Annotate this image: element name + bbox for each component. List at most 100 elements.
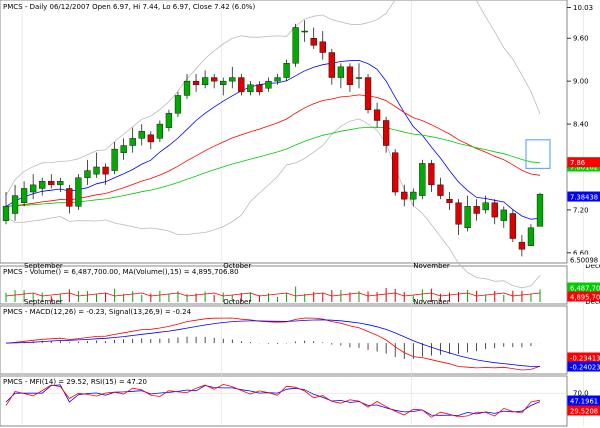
candle-body	[102, 166, 109, 175]
candle-body	[229, 77, 236, 82]
candle-body	[111, 148, 118, 171]
price-marker: 7.38438	[570, 194, 598, 202]
candle-body	[11, 195, 19, 214]
candle-body	[283, 63, 290, 78]
candle-body	[220, 80, 227, 85]
price-tick-label: 7.20	[573, 206, 589, 214]
price-tick-label: 9.00	[573, 78, 589, 86]
macd-label: PMCS - MACD(12,26) = -0.23, Signal(13,26…	[3, 308, 192, 316]
candle-body	[57, 181, 64, 186]
candle-body	[518, 241, 526, 250]
macd-marker-bg	[567, 361, 600, 372]
ma-red	[5, 94, 541, 207]
macd-panel	[0, 305, 568, 375]
price-title: PMCS - Daily 06/12/2007 Open 6.97, Hi 7.…	[3, 3, 255, 11]
candle-body	[156, 123, 164, 139]
candle-body	[410, 191, 417, 200]
month-label-volume: September	[24, 298, 63, 306]
volume-panel	[0, 265, 568, 305]
candle-body	[75, 177, 82, 207]
candle-body	[428, 163, 435, 186]
signal-line	[5, 319, 540, 367]
mfi-marker: 29.5208	[570, 408, 598, 416]
candle-body	[20, 188, 28, 203]
candle-body	[247, 84, 254, 93]
price-tick-label: 9.60	[573, 35, 589, 43]
candle-body	[138, 131, 145, 139]
mfi-marker-bg	[567, 405, 600, 416]
highlight-box	[525, 139, 551, 170]
candle-body	[301, 30, 308, 33]
candle-body	[48, 181, 55, 186]
price-marker-bg	[567, 254, 600, 265]
candle-body	[274, 77, 281, 82]
price-tick-label: 10.03	[573, 4, 593, 12]
price-panel	[0, 0, 568, 264]
price-tick-label: 8.40	[573, 121, 589, 129]
candle-body	[174, 95, 182, 114]
macd-marker: -0.23413	[570, 355, 600, 363]
candle-body	[328, 52, 335, 78]
month-label: September	[24, 262, 63, 270]
candle-body	[310, 37, 317, 46]
bollinger-lower	[5, 118, 541, 289]
volume-ma	[5, 292, 541, 297]
price-marker: 7.80162	[570, 163, 598, 171]
candle-body	[319, 41, 326, 53]
candle-body	[482, 202, 489, 211]
candle-body	[30, 184, 37, 193]
month-label: December	[585, 262, 600, 270]
candle-body	[2, 206, 10, 221]
candle-body	[292, 27, 299, 64]
volume-marker: 6,487,70	[570, 285, 600, 293]
candle-body	[265, 80, 272, 89]
month-label-volume: November	[413, 298, 450, 306]
volume-marker: 4,895,70	[570, 294, 600, 302]
candle-body	[373, 109, 381, 121]
candle-body	[129, 138, 136, 146]
candle-body	[120, 145, 127, 153]
ma-green	[5, 126, 541, 207]
mfi-marker: 47.1961	[570, 398, 598, 406]
candle-body	[536, 193, 544, 227]
candle-body	[446, 198, 453, 203]
price-marker-bg	[567, 157, 600, 168]
mfi-marker-bg	[567, 395, 600, 406]
mfi-label: PMCS - MFI(14) = 29.52, RSI(15) = 47.20	[3, 378, 147, 386]
candle-body	[355, 77, 363, 79]
candle-body	[165, 113, 173, 128]
candle-body	[211, 77, 218, 82]
rsi-line	[5, 384, 541, 416]
month-label: November	[413, 262, 450, 270]
ma-blue	[5, 59, 541, 220]
candle-body	[192, 80, 200, 85]
volume-label: PMCS - Volume() = 6,487,700.00, MA(Volum…	[3, 268, 239, 276]
price-marker: 7.86	[570, 159, 585, 167]
candle-body	[84, 170, 91, 178]
candle-body	[201, 77, 209, 85]
candle-body	[364, 77, 372, 110]
candle-body	[66, 188, 73, 207]
candle-body	[238, 77, 245, 93]
candle-body	[392, 152, 399, 193]
macd-line	[5, 317, 541, 371]
price-marker: 6.50098	[570, 257, 598, 265]
price-tick-label: 6.60	[573, 249, 589, 257]
candle-body	[455, 202, 462, 225]
candle-body	[337, 66, 345, 78]
volume-marker-bg	[567, 291, 600, 302]
candle-body	[401, 191, 408, 200]
month-label-volume: October	[223, 298, 251, 306]
candle-body	[256, 84, 263, 93]
mfi-line	[5, 383, 541, 418]
bollinger-upper	[5, 0, 541, 196]
candle-body	[183, 80, 191, 96]
candle-body	[382, 120, 390, 146]
price-marker-bg	[567, 191, 600, 202]
month-label-volume: December	[585, 298, 600, 306]
candle-body	[464, 206, 471, 229]
candle-body	[473, 206, 480, 214]
candle-body	[491, 202, 498, 218]
candle-body	[437, 184, 444, 196]
